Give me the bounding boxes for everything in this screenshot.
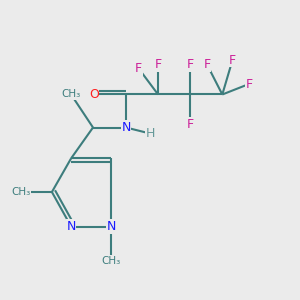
Text: CH₃: CH₃ — [61, 89, 81, 100]
Text: F: F — [229, 53, 236, 67]
Text: N: N — [66, 220, 76, 233]
Text: CH₃: CH₃ — [11, 187, 31, 197]
Text: O: O — [89, 88, 99, 101]
Text: F: F — [187, 118, 194, 131]
Text: CH₃: CH₃ — [101, 256, 121, 266]
Text: H: H — [145, 127, 155, 140]
Text: F: F — [245, 77, 253, 91]
Text: F: F — [187, 58, 194, 71]
Text: N: N — [106, 220, 116, 233]
Text: F: F — [154, 58, 162, 71]
Text: F: F — [203, 58, 211, 71]
Text: F: F — [135, 62, 142, 75]
Text: N: N — [121, 121, 131, 134]
